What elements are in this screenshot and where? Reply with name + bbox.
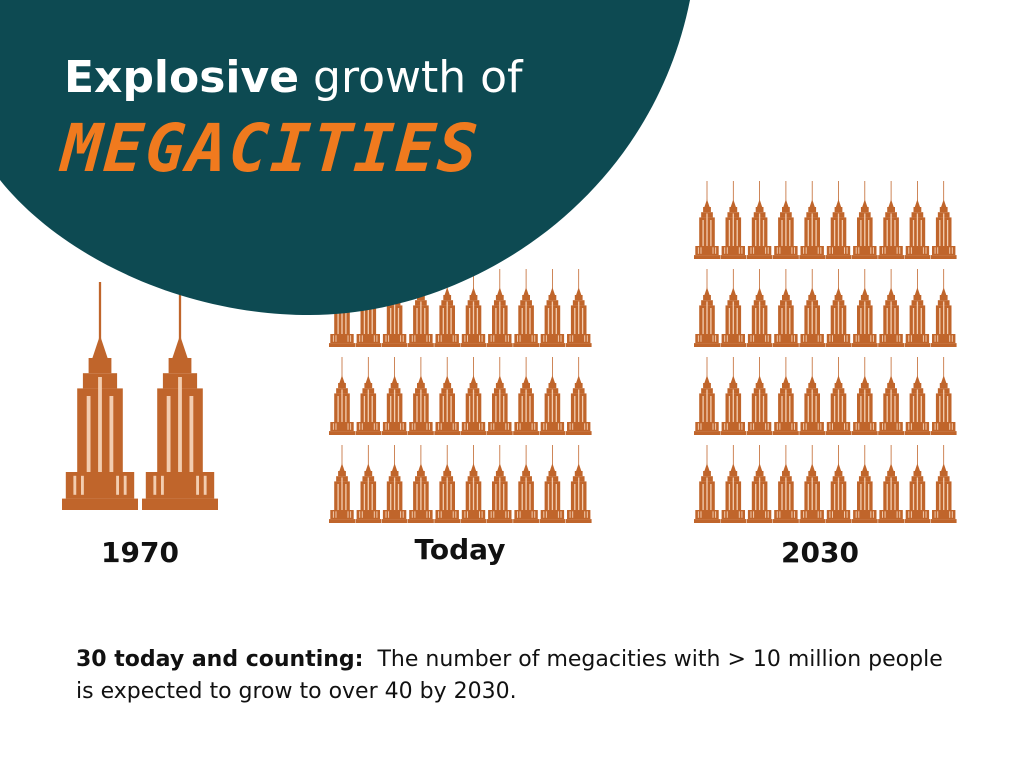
building-icon (486, 445, 513, 523)
building-icon (746, 269, 773, 347)
building-icon (878, 269, 905, 347)
building-icon (904, 269, 931, 347)
building-icon (930, 181, 957, 259)
building-icon (565, 445, 592, 523)
building-icon (851, 445, 878, 523)
building-icon (694, 269, 720, 347)
building-icon (799, 445, 826, 523)
building-icon (355, 357, 382, 435)
building-icon (851, 181, 878, 259)
building-icon (720, 269, 747, 347)
building-icon (539, 269, 566, 347)
building-icon (878, 445, 905, 523)
building-icon (772, 269, 799, 347)
building-icon (930, 269, 957, 347)
building-icon (904, 445, 931, 523)
building-icon (486, 357, 513, 435)
building-icon (799, 357, 826, 435)
building-icon (460, 445, 487, 523)
building-icon (355, 445, 382, 523)
building-icon (825, 357, 852, 435)
building-icon (825, 181, 852, 259)
building-icon (513, 445, 540, 523)
building-icon (407, 445, 434, 523)
building-icon (407, 357, 434, 435)
title-highlight: MEGACITIES (59, 110, 483, 187)
building-icon (746, 357, 773, 435)
footer-lead: 30 today and counting: (76, 647, 364, 672)
title-circle (0, 0, 690, 315)
building-icon (878, 357, 905, 435)
building-icon (825, 269, 852, 347)
building-icon (772, 181, 799, 259)
building-icon (772, 445, 799, 523)
building-icon (434, 445, 461, 523)
building-icon (930, 445, 957, 523)
building-icon (799, 181, 826, 259)
building-icon (772, 357, 799, 435)
building-icon (878, 181, 905, 259)
group-label: 2030 (781, 536, 859, 569)
building-icon (799, 269, 826, 347)
building-icon (746, 181, 773, 259)
building-icon (851, 357, 878, 435)
group-label: Today (414, 533, 506, 566)
building-icon (904, 181, 931, 259)
building-icon (460, 357, 487, 435)
building-icon (904, 357, 931, 435)
footer-text: The number of megacities with > 10 milli… (76, 647, 943, 704)
building-icon (513, 269, 540, 347)
building-icon (720, 357, 747, 435)
building-icon (930, 357, 957, 435)
building-icon (746, 445, 773, 523)
building-icon (381, 357, 408, 435)
building-icon (434, 357, 461, 435)
building-icon (720, 445, 747, 523)
building-icon (381, 445, 408, 523)
title-rest: growth of (313, 52, 523, 103)
title-bold: Explosive (64, 52, 300, 103)
building-icon (851, 269, 878, 347)
building-icon (486, 269, 513, 347)
building-icon (329, 357, 355, 435)
building-icon (329, 445, 355, 523)
footer: 30 today and counting: The number of meg… (76, 644, 956, 708)
title-line: Explosive growth of (64, 52, 523, 103)
building-icon (513, 357, 540, 435)
building-icon (694, 445, 720, 523)
building-icon (694, 357, 720, 435)
building-icon (142, 282, 218, 510)
building-icon (720, 181, 747, 259)
building-icon (539, 445, 566, 523)
building-icon (565, 269, 592, 347)
building-icon (565, 357, 592, 435)
building-icon (825, 445, 852, 523)
building-icon (62, 282, 138, 510)
building-icon (694, 181, 720, 259)
building-icon (539, 357, 566, 435)
group-label: 1970 (101, 536, 179, 569)
